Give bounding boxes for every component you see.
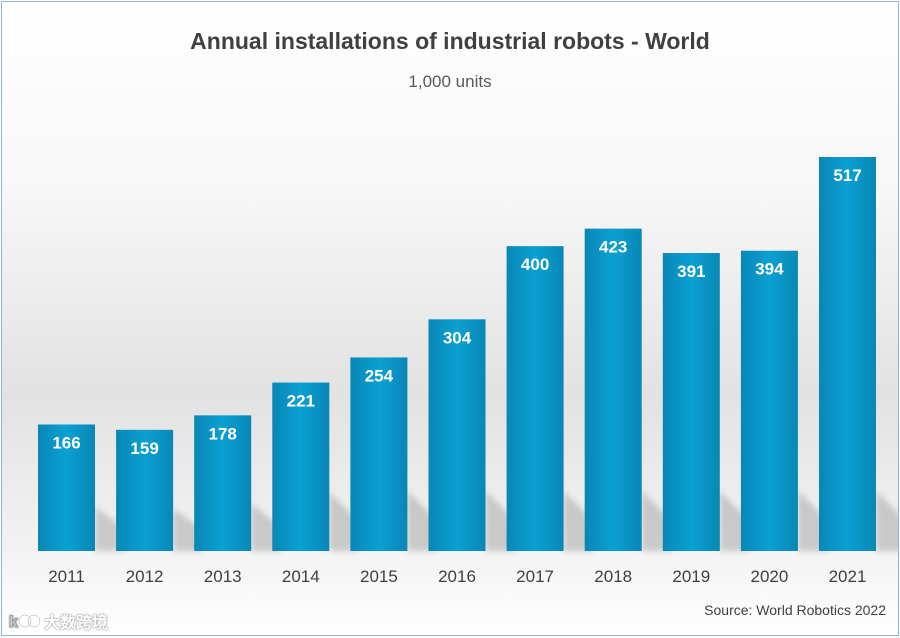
data-label: 391 bbox=[677, 262, 705, 281]
x-tick-label: 2012 bbox=[126, 567, 164, 586]
x-tick-label: 2015 bbox=[360, 567, 398, 586]
source-note: Source: World Robotics 2022 bbox=[704, 602, 886, 618]
watermark: k 大数跨境 bbox=[8, 609, 108, 633]
data-label: 304 bbox=[443, 328, 472, 347]
data-label: 400 bbox=[521, 255, 549, 274]
x-tick-label: 2017 bbox=[516, 567, 554, 586]
x-tick-labels-group: 2011 2012 2013 2014 2015 2016 2017 2018 2019 2020… bbox=[48, 567, 866, 586]
data-label: 254 bbox=[365, 366, 394, 385]
bars-group bbox=[38, 157, 876, 552]
bar bbox=[584, 228, 642, 552]
x-tick-label: 2013 bbox=[204, 567, 242, 586]
chart-title: Annual installations of industrial robot… bbox=[190, 28, 710, 54]
bar bbox=[662, 253, 720, 552]
bar bbox=[428, 319, 486, 551]
bar bbox=[740, 250, 798, 551]
x-tick-label: 2020 bbox=[750, 567, 788, 586]
chart-subtitle: 1,000 units bbox=[408, 72, 492, 91]
bar-shadow bbox=[876, 491, 898, 551]
x-tick-label: 2021 bbox=[829, 567, 867, 586]
x-tick-label: 2019 bbox=[672, 567, 710, 586]
watermark-text: 大数跨境 bbox=[44, 615, 109, 632]
data-label: 178 bbox=[209, 424, 237, 443]
value-labels-group: 166 159 178 221 254 304 400 423 391 394 517 bbox=[52, 166, 861, 458]
data-label: 166 bbox=[52, 433, 80, 452]
x-tick-label: 2018 bbox=[594, 567, 632, 586]
bar bbox=[116, 429, 174, 551]
data-label: 159 bbox=[130, 439, 158, 458]
bar bbox=[819, 157, 876, 551]
svg-text:k: k bbox=[9, 614, 18, 631]
data-label: 221 bbox=[287, 392, 315, 411]
x-tick-label: 2016 bbox=[438, 567, 476, 586]
data-label: 394 bbox=[755, 260, 784, 279]
bar bbox=[350, 357, 408, 551]
bar bbox=[194, 415, 252, 551]
data-label: 517 bbox=[833, 166, 861, 185]
x-tick-label: 2011 bbox=[48, 567, 85, 586]
watermark-logo-icon: k bbox=[9, 614, 41, 631]
x-tick-label: 2014 bbox=[282, 567, 320, 586]
bar bbox=[272, 382, 330, 551]
data-label: 423 bbox=[599, 238, 627, 257]
bar bbox=[506, 246, 564, 551]
bar bbox=[38, 424, 95, 551]
